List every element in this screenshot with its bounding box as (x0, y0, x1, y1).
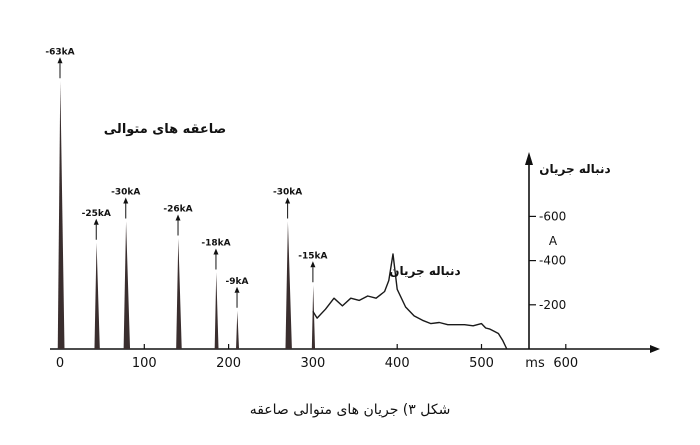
stroke-peak-label: -26kA (163, 205, 192, 215)
right-tick-label: -600 (539, 209, 566, 223)
continuing-current-trace (312, 253, 508, 350)
stroke-peak (176, 238, 182, 349)
right-axis-arrowhead (525, 152, 533, 165)
figure-caption: شکل ۳) جریان های متوالی صاعقه (249, 402, 451, 418)
x-tick-label: 100 (132, 356, 157, 371)
stroke-peak-label: -30kA (111, 188, 140, 198)
stroke-peak-label: -30kA (273, 188, 302, 198)
x-tick-label: 600 (553, 356, 578, 371)
x-tick-label: 500 (469, 356, 494, 371)
x-axis-arrowhead (650, 345, 660, 353)
x-tick-label: 200 (216, 356, 241, 371)
x-tick-label: 300 (300, 356, 325, 371)
right-axis-unit: A (549, 234, 558, 248)
continuing-current-line (312, 253, 508, 350)
right-tick-label: -200 (539, 298, 566, 312)
stroke-arrow-head (93, 218, 99, 225)
stroke-arrow-head (285, 197, 291, 204)
stroke-peak (285, 221, 292, 349)
chart-axes: 0 100 200 300 400 500 600 -200 -400 -600 (50, 152, 660, 371)
continuing-current-label: دنباله جریان (389, 264, 460, 278)
stroke-arrow-head (310, 261, 316, 268)
stroke-peak (311, 285, 316, 349)
stroke-peak (236, 310, 240, 349)
stroke-peak (94, 242, 100, 349)
stroke-arrow-head (123, 197, 129, 204)
stroke-peak-label: -18kA (201, 239, 230, 249)
stroke-peak (123, 221, 131, 349)
stroke-peak (214, 272, 219, 349)
right-tick-label: -400 (539, 254, 566, 268)
stroke-peak-label: -15kA (298, 251, 327, 261)
stroke-peak-label: -25kA (82, 209, 111, 219)
stroke-peak (57, 81, 65, 349)
stroke-peak-label: -9kA (226, 277, 249, 287)
stroke-arrow-head (213, 248, 219, 255)
x-tick-label: 0 (56, 356, 64, 371)
stroke-arrow-head (57, 57, 63, 64)
x-tick-label: 400 (385, 356, 410, 371)
lightning-strokes-chart: 0 100 200 300 400 500 600 -200 -400 -600 -63kA -25… (45, 47, 660, 371)
chart-text: صاعقه های متوالی دنباله جریان دنباله جری… (104, 122, 611, 371)
stroke-peaks: -63kA -25kA -30kA -26kA -18kA -9kA -30kA -15kA (45, 47, 328, 349)
stroke-arrow-head (175, 214, 181, 221)
chart-title: صاعقه های متوالی (104, 122, 226, 137)
stroke-peak-label: -63kA (45, 47, 74, 57)
x-axis-unit: ms (525, 356, 545, 371)
stroke-arrow-head (234, 286, 240, 293)
right-axis-title: دنباله جریان (539, 162, 610, 176)
